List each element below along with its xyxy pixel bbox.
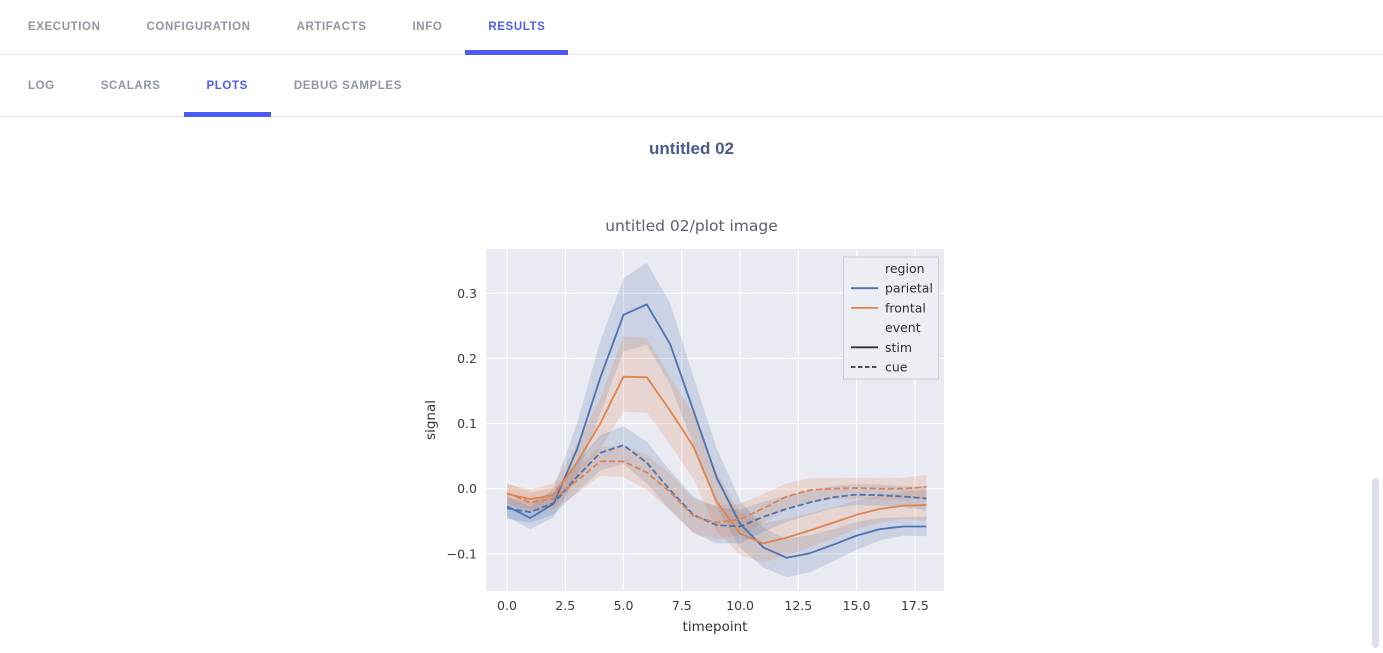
x-tick-label: 5.0 xyxy=(614,598,634,613)
legend-label-event: event xyxy=(885,320,921,335)
fmri-line-chart: untitled 02/plot image 0.0 2.5 5.0 7.5 10.0 12… xyxy=(423,217,944,635)
tab-debug-samples[interactable]: DEBUG SAMPLES xyxy=(293,79,402,92)
legend-box xyxy=(843,256,939,380)
y-tick-label: 0.1 xyxy=(457,416,477,431)
vertical-scrollbar-thumb[interactable] xyxy=(1372,478,1379,648)
y-tick-label: 0.3 xyxy=(457,286,477,301)
tab-info[interactable]: INFO xyxy=(412,21,443,33)
x-tick-label: 10.0 xyxy=(726,598,754,613)
legend-label-cue: cue xyxy=(885,360,908,375)
x-tick-label: 17.5 xyxy=(901,598,929,613)
x-tick-label: 2.5 xyxy=(555,598,575,613)
y-tick-label: 0.2 xyxy=(457,351,477,366)
tab-plots[interactable]: PLOTS xyxy=(183,55,272,117)
x-tick-label: 7.5 xyxy=(672,598,692,613)
tab-artifacts[interactable]: ARTIFACTS xyxy=(296,21,367,33)
legend-label-frontal: frontal xyxy=(885,300,926,315)
x-tick-label: 12.5 xyxy=(784,598,812,613)
tab-log[interactable]: LOG xyxy=(28,79,55,92)
series-line-frontal-cue xyxy=(506,460,927,524)
y-axis-label: signal xyxy=(423,400,439,440)
series-line-parietal-stim xyxy=(506,303,927,559)
plots-panel: untitled 02 untitled 02/plot image 0.0 2.5… xyxy=(0,139,1383,642)
x-axis-label: timepoint xyxy=(683,619,748,635)
band-frontal-stim xyxy=(507,336,927,563)
y-tick-label: 0.0 xyxy=(457,481,477,496)
legend-label-parietal: parietal xyxy=(885,281,933,296)
tab-results[interactable]: RESULTS xyxy=(465,0,569,55)
tab-scalars[interactable]: SCALARS xyxy=(100,79,161,92)
x-tick-label: 15.0 xyxy=(843,598,871,613)
x-tick-label: 0.0 xyxy=(497,598,517,613)
series-line-parietal-cue xyxy=(506,444,927,528)
band-frontal-cue xyxy=(507,445,927,540)
chart-legend: region parietal frontal event stim cue xyxy=(843,256,939,380)
band-parietal-cue xyxy=(507,426,927,544)
legend-label-stim: stim xyxy=(885,340,912,355)
tab-configuration[interactable]: CONFIGURATION xyxy=(146,21,251,33)
plot-group-title: untitled 02 xyxy=(648,139,734,158)
tab-execution[interactable]: EXECUTION xyxy=(28,21,101,33)
band-parietal-stim xyxy=(507,262,927,578)
task-sections-tabbar: EXECUTION CONFIGURATION ARTIFACTS INFO RESUL… xyxy=(0,0,1383,55)
y-tick-label: −0.1 xyxy=(447,546,477,561)
chart-title: untitled 02/plot image xyxy=(605,217,778,235)
results-sections-tabbar: LOG SCALARS PLOTS DEBUG SAMPLES xyxy=(0,55,1383,117)
plot-figure: untitled 02/plot image 0.0 2.5 5.0 7.5 10.0 12… xyxy=(419,207,964,642)
series-line-frontal-stim xyxy=(506,375,927,545)
legend-label-region: region xyxy=(885,261,925,276)
